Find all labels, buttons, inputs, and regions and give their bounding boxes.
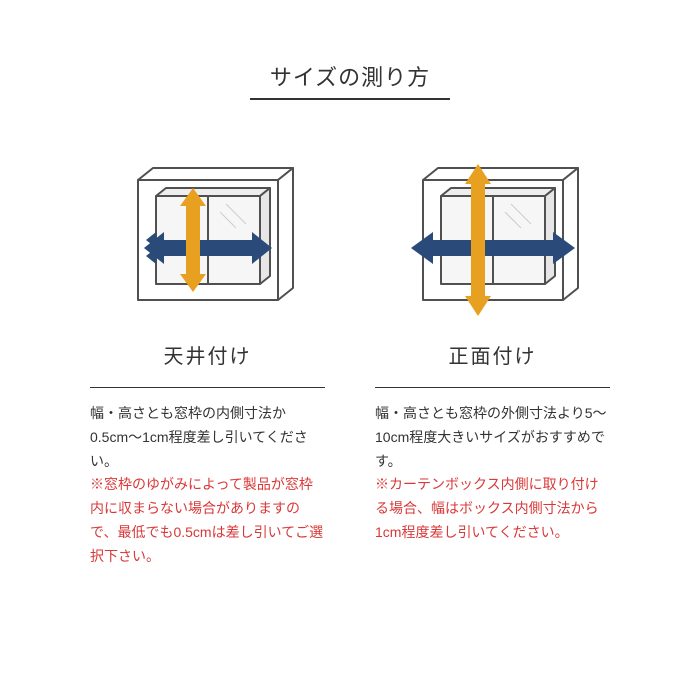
- desc-ceiling: 幅・高さとも窓枠の内側寸法か0.5cm〜1cm程度差し引いてください。: [90, 402, 325, 473]
- divider: [90, 387, 325, 388]
- subtitle-ceiling: 天井付け: [164, 340, 252, 375]
- columns: 天井付け 幅・高さとも窓枠の内側寸法か0.5cm〜1cm程度差し引いてください。…: [90, 140, 610, 569]
- page-title: サイズの測り方: [250, 60, 450, 100]
- diagram-front: [393, 140, 593, 320]
- subtitle-front: 正面付け: [449, 340, 537, 375]
- desc-front: 幅・高さとも窓枠の外側寸法より5〜10cm程度大きいサイズがおすすめです。: [375, 402, 610, 473]
- column-front: 正面付け 幅・高さとも窓枠の外側寸法より5〜10cm程度大きいサイズがおすすめで…: [375, 140, 610, 569]
- diagram-ceiling: [108, 140, 308, 320]
- divider: [375, 387, 610, 388]
- header: サイズの測り方: [90, 60, 610, 100]
- warning-front: ※カーテンボックス内側に取り付ける場合、幅はボックス内側寸法から1cm程度差し引…: [375, 473, 610, 544]
- warning-ceiling: ※窓枠のゆがみによって製品が窓枠内に収まらない場合がありますので、最低でも0.5…: [90, 473, 325, 568]
- column-ceiling: 天井付け 幅・高さとも窓枠の内側寸法か0.5cm〜1cm程度差し引いてください。…: [90, 140, 325, 569]
